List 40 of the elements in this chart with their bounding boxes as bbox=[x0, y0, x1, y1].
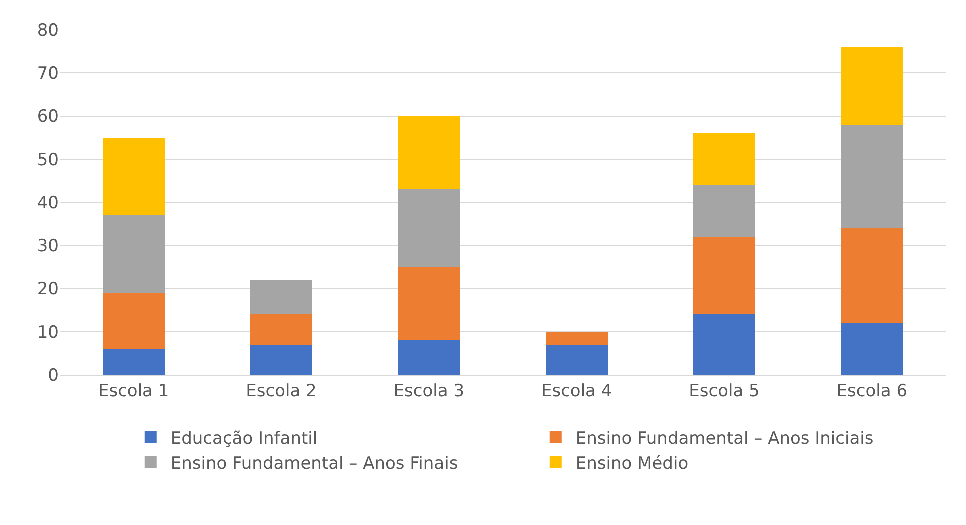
bar bbox=[398, 267, 460, 340]
bar bbox=[102, 138, 165, 216]
x-tick-label: Escola 1 bbox=[98, 381, 170, 402]
bar bbox=[841, 47, 904, 125]
y-tick-label: 30 bbox=[37, 236, 59, 257]
legend-label: Ensino Médio bbox=[576, 454, 689, 474]
bar bbox=[546, 344, 608, 375]
x-tick-label: Escola 2 bbox=[246, 381, 317, 402]
y-tick-label: 0 bbox=[48, 366, 59, 386]
y-tick-label: 60 bbox=[37, 107, 59, 128]
x-tick-label: Escola 5 bbox=[689, 381, 760, 402]
bar bbox=[250, 314, 313, 345]
legend-label: Ensino Fundamental – Anos Iniciais bbox=[576, 429, 874, 450]
y-tick-label: 10 bbox=[37, 322, 59, 343]
x-tick-label: Escola 6 bbox=[836, 381, 908, 402]
bar bbox=[250, 280, 313, 315]
y-tick-label: 50 bbox=[37, 150, 59, 170]
y-tick-label: 80 bbox=[37, 20, 59, 41]
bar bbox=[841, 228, 904, 324]
legend-label: Ensino Fundamental – Anos Finais bbox=[170, 454, 458, 474]
y-tick-label: 20 bbox=[37, 280, 59, 300]
bar bbox=[250, 344, 313, 375]
bar bbox=[841, 124, 904, 228]
bar bbox=[841, 323, 904, 375]
x-tick-label: Escola 4 bbox=[541, 381, 612, 402]
y-tick-label: 70 bbox=[37, 64, 59, 84]
bar bbox=[398, 190, 460, 268]
x-tick-label: Escola 3 bbox=[394, 381, 465, 402]
bar bbox=[693, 237, 756, 315]
bar bbox=[102, 349, 165, 375]
bar bbox=[398, 116, 460, 190]
legend-label: Educação Infantil bbox=[170, 429, 318, 450]
bar bbox=[398, 340, 460, 375]
y-tick-label: 40 bbox=[37, 193, 59, 214]
bar bbox=[546, 332, 608, 345]
bar bbox=[693, 314, 756, 375]
bar bbox=[102, 293, 165, 350]
bar bbox=[693, 185, 756, 237]
bar bbox=[102, 215, 165, 294]
bar bbox=[693, 134, 756, 186]
